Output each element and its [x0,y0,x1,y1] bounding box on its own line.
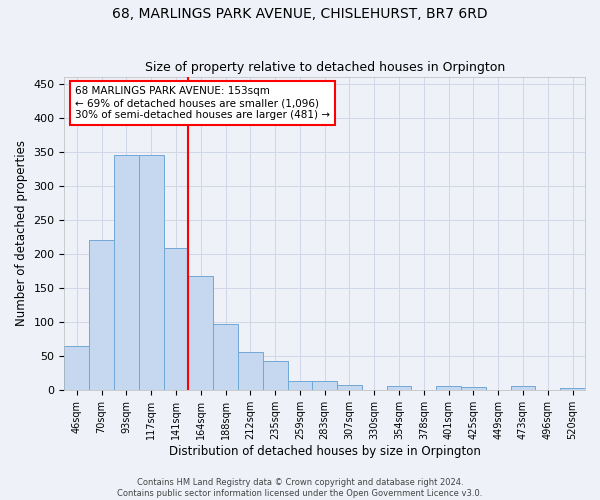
Text: Contains HM Land Registry data © Crown copyright and database right 2024.
Contai: Contains HM Land Registry data © Crown c… [118,478,482,498]
Bar [164,248,188,390]
Bar [263,362,287,390]
Text: 68 MARLINGS PARK AVENUE: 153sqm
← 69% of detached houses are smaller (1,096)
30%: 68 MARLINGS PARK AVENUE: 153sqm ← 69% of… [75,86,330,120]
Bar [436,386,461,390]
Title: Size of property relative to detached houses in Orpington: Size of property relative to detached ho… [145,62,505,74]
Bar [337,385,362,390]
Bar [313,381,337,390]
Bar [64,346,89,390]
Bar [213,324,238,390]
X-axis label: Distribution of detached houses by size in Orpington: Distribution of detached houses by size … [169,444,481,458]
Bar [511,386,535,390]
Bar [287,381,313,390]
Bar [139,156,164,390]
Bar [89,240,114,390]
Text: 68, MARLINGS PARK AVENUE, CHISLEHURST, BR7 6RD: 68, MARLINGS PARK AVENUE, CHISLEHURST, B… [112,8,488,22]
Y-axis label: Number of detached properties: Number of detached properties [15,140,28,326]
Bar [461,387,486,390]
Bar [188,276,213,390]
Bar [238,352,263,390]
Bar [560,388,585,390]
Bar [386,386,412,390]
Bar [114,156,139,390]
